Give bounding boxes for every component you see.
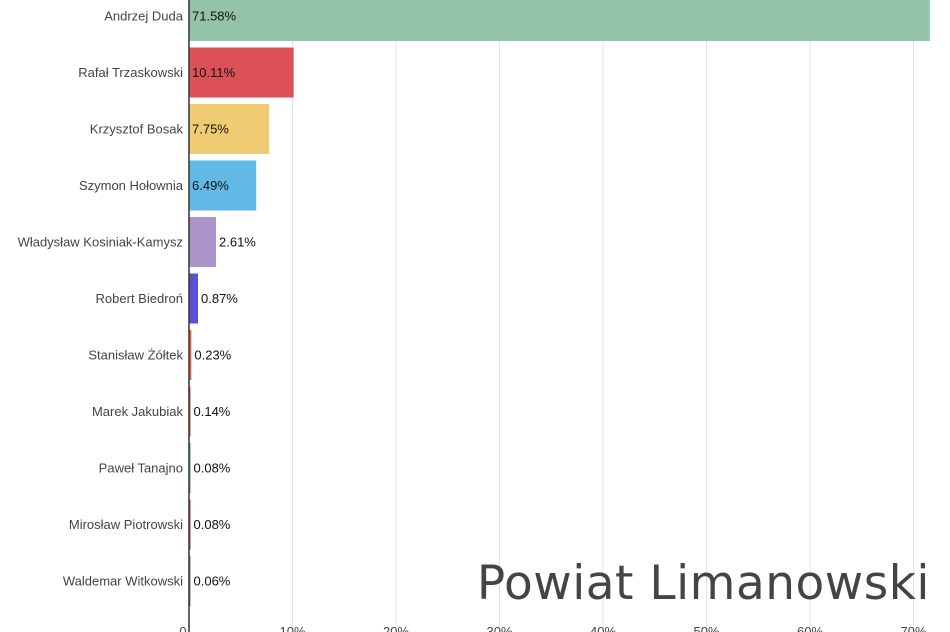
category-label: Szymon Hołownia [79,178,184,193]
value-label: 0.23% [194,348,231,363]
bar [189,0,930,41]
category-label: Mirosław Piotrowski [69,517,183,532]
category-label: Władysław Kosiniak-Kamysz [18,235,183,250]
bar [189,47,294,98]
x-axis-ticks: 0 10% 20% 30% 40% 50% 60% 70% [179,624,927,632]
value-label: 0.06% [194,574,231,589]
category-label: Marek Jakubiak [92,404,184,419]
x-tick-label: 20% [383,624,409,632]
bar [189,104,270,154]
category-labels: Andrzej Duda Rafał Trzaskowski Krzysztof B… [18,9,184,589]
bars [189,0,930,606]
category-label: Andrzej Duda [104,9,184,24]
value-labels: 71.58% 10.11% 7.75% 6.49% 2.61% 0.87% 0.23% 0.1… [192,9,256,589]
bar [189,330,192,380]
category-label: Robert Biedroń [96,291,183,306]
value-label: 0.87% [201,291,238,306]
x-tick-label: 60% [797,624,823,632]
category-label: Rafał Trzaskowski [78,65,183,80]
value-label: 2.61% [219,235,256,250]
x-tick-label: 70% [900,624,926,632]
grid-lines [292,0,914,632]
bar [189,217,217,267]
x-tick-label: 30% [486,624,512,632]
value-label: 0.14% [194,404,231,419]
category-label: Krzysztof Bosak [90,122,184,137]
category-label: Waldemar Witkowski [63,574,183,589]
value-label: 10.11% [192,65,236,80]
value-label: 7.75% [192,122,229,137]
value-label: 0.08% [194,461,231,476]
x-tick-label: 40% [590,624,616,632]
value-label: 6.49% [192,178,229,193]
x-tick-label: 10% [279,624,305,632]
value-label: 71.58% [192,9,237,24]
x-tick-label: 50% [693,624,719,632]
region-title-watermark: Powiat Limanowski [476,556,930,611]
bar [189,160,257,211]
category-label: Stanisław Żółtek [88,348,183,363]
value-label: 0.08% [194,517,231,532]
bar [189,273,199,324]
x-tick-label: 0 [179,624,186,632]
category-label: Paweł Tanajno [99,461,183,476]
